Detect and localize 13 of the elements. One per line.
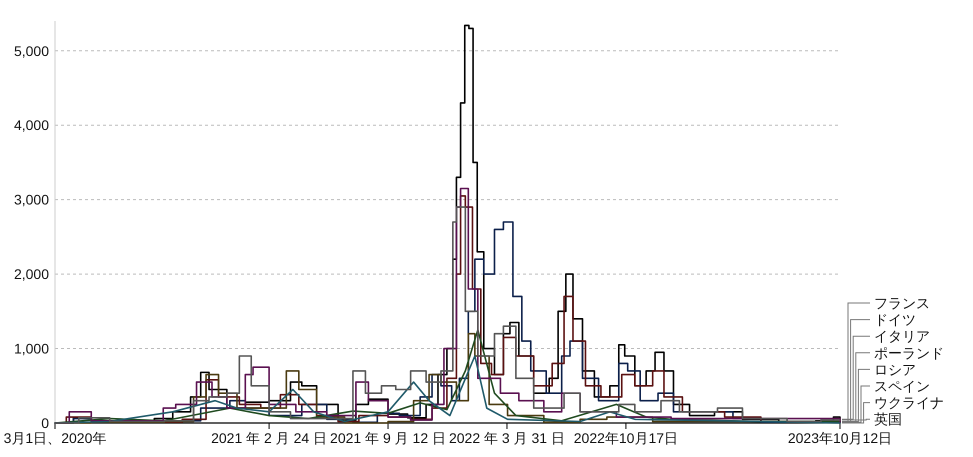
x-tick-label: 3月1日、2020年 bbox=[4, 430, 106, 446]
x-tick-label: 2021 年 2 月 24 日 bbox=[211, 430, 328, 446]
y-tick-label: 2,000 bbox=[14, 266, 50, 282]
x-tick-label: 2021 年 9 月 12 日 bbox=[330, 430, 446, 446]
y-tick-label: 1,000 bbox=[14, 340, 50, 357]
y-tick-label: 0 bbox=[41, 415, 50, 431]
legend: フランス ドイツ イタリア ポーランド ロシア スペイン ウクライナ 英国 bbox=[842, 295, 944, 428]
x-tick-label: 2022 年 3 月 31 日 bbox=[448, 430, 565, 446]
y-tick-label: 4,000 bbox=[14, 117, 50, 134]
y-tick-label: 5,000 bbox=[14, 42, 50, 59]
x-tick-label: 2022年10月17日 bbox=[574, 430, 678, 446]
y-tick-label: 3,000 bbox=[14, 192, 50, 208]
x-tick-label: 2023年10月12日 bbox=[788, 430, 892, 446]
